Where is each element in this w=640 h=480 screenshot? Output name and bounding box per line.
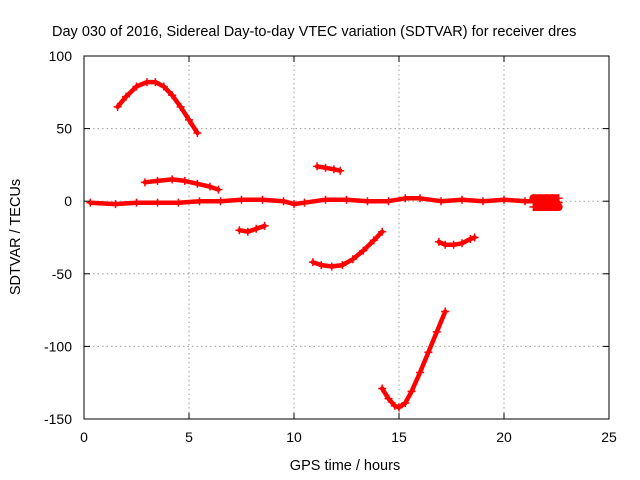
data-layer — [86, 78, 563, 412]
data-point — [416, 368, 424, 377]
x-tick-label: 15 — [391, 429, 407, 445]
data-point — [458, 239, 466, 248]
data-point — [342, 195, 351, 204]
data-point — [235, 226, 244, 235]
data-point — [384, 197, 393, 206]
data-point — [369, 236, 378, 245]
data-point — [243, 227, 252, 236]
data-point — [132, 82, 141, 91]
data-point — [479, 197, 487, 206]
data-point — [237, 195, 246, 204]
x-tick-label: 0 — [80, 429, 88, 445]
data-point — [252, 224, 261, 233]
data-point — [180, 176, 189, 185]
data-point — [441, 240, 450, 249]
data-point — [111, 200, 120, 209]
data-point — [336, 166, 345, 175]
series-arc-6 — [379, 309, 448, 410]
data-point — [395, 403, 403, 412]
data-point — [329, 165, 338, 174]
data-point — [153, 176, 162, 185]
data-point — [434, 237, 443, 246]
data-point — [159, 82, 168, 91]
data-point — [363, 197, 372, 206]
data-point — [338, 261, 347, 270]
data-point — [554, 194, 563, 203]
chart-title: Day 030 of 2016, Sidereal Day-to-day VTE… — [52, 24, 576, 40]
data-point — [449, 240, 458, 249]
data-point — [143, 78, 151, 87]
data-point — [317, 261, 326, 270]
data-point — [378, 384, 387, 393]
data-point — [521, 197, 529, 206]
series-arc-1 — [115, 79, 200, 136]
data-point — [348, 255, 357, 264]
data-point — [401, 399, 410, 408]
data-point — [424, 348, 433, 357]
data-point — [168, 91, 177, 100]
data-point — [113, 102, 122, 111]
data-point — [321, 163, 330, 172]
x-tick-label: 20 — [496, 429, 512, 445]
data-point — [416, 194, 424, 203]
data-point — [260, 221, 269, 230]
x-tick-label: 10 — [286, 429, 302, 445]
data-point — [195, 197, 204, 206]
data-point — [193, 128, 202, 137]
data-point — [441, 307, 450, 316]
plot-frame — [83, 55, 610, 420]
data-point — [300, 198, 309, 207]
series-arc-3 — [237, 223, 267, 234]
data-point — [122, 92, 130, 101]
data-point — [437, 197, 445, 206]
data-point — [359, 246, 368, 255]
y-tick-label: -50 — [52, 266, 72, 282]
data-point — [407, 387, 416, 396]
data-point — [290, 200, 298, 209]
data-point — [174, 198, 183, 207]
data-point — [321, 195, 330, 204]
data-point — [86, 198, 95, 207]
data-point — [466, 234, 475, 243]
data-point — [185, 115, 193, 124]
data-point — [193, 179, 202, 188]
data-point — [176, 102, 185, 111]
data-point — [327, 262, 336, 271]
y-tick-label: -100 — [44, 338, 72, 354]
data-point — [279, 197, 288, 206]
x-axis-label: GPS time / hours — [290, 458, 400, 474]
data-point — [401, 194, 410, 203]
data-point — [308, 258, 317, 267]
series-arc-5 — [310, 229, 385, 269]
y-axis-label: SDTVAR / TECUs — [8, 179, 24, 295]
data-point — [214, 185, 223, 194]
data-point — [432, 327, 441, 336]
data-point — [132, 198, 141, 207]
tick-layer: 0 5 10 15 20 25 -150 -100 -50 0 50 100 — [44, 48, 617, 445]
y-tick-label: 50 — [56, 121, 72, 137]
data-point — [140, 178, 149, 187]
data-point — [151, 78, 160, 87]
data-point — [313, 162, 322, 171]
data-point — [458, 195, 466, 204]
data-point — [258, 195, 267, 204]
data-point — [168, 175, 177, 184]
data-point — [153, 198, 162, 207]
data-point — [500, 195, 508, 204]
y-tick-label: -150 — [44, 411, 72, 427]
data-point — [378, 227, 387, 236]
grid-layer — [84, 56, 609, 419]
data-point — [390, 401, 399, 410]
data-point — [554, 203, 563, 212]
data-point — [470, 233, 479, 242]
y-tick-label: 0 — [64, 193, 72, 209]
x-tick-label: 5 — [185, 429, 193, 445]
y-tick-label: 100 — [49, 48, 73, 64]
data-point — [206, 182, 214, 191]
data-point — [216, 197, 225, 206]
x-tick-label: 25 — [601, 429, 617, 445]
data-point — [384, 394, 393, 403]
